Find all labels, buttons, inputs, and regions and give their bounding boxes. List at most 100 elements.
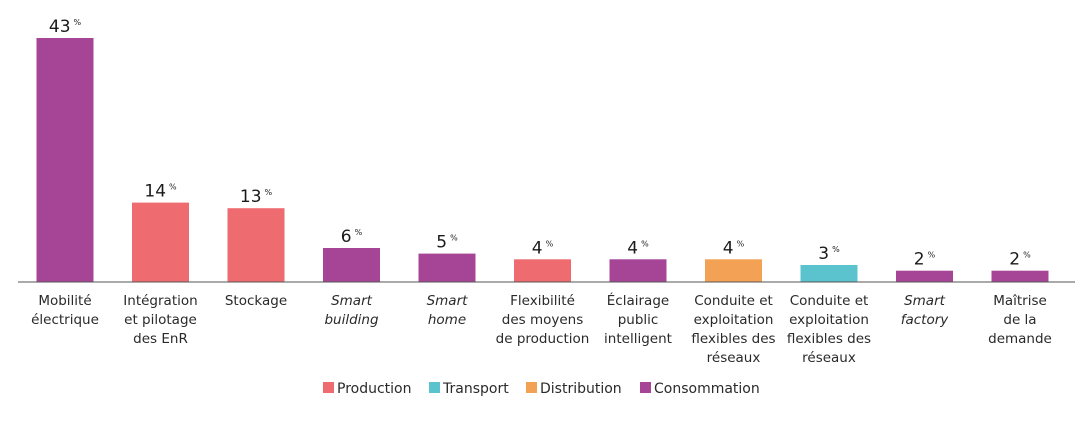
legend-label: Production: [337, 381, 411, 397]
legend-swatch: [429, 382, 440, 393]
category-label-line: intelligent: [604, 331, 672, 347]
bar-value-label: 13%: [240, 187, 273, 207]
bar-value-number: 5: [436, 233, 447, 253]
category-label: Smart factory: [901, 293, 950, 328]
bar-value-number: 6: [341, 227, 352, 247]
bar-value-number: 4: [723, 238, 734, 258]
legend-item-consommation: Consommation: [640, 381, 760, 397]
category-label-line: Smart: [331, 293, 373, 309]
legend-label: Distribution: [540, 381, 622, 397]
bar-value-label: 4%: [723, 238, 745, 258]
legend-label: Consommation: [654, 381, 760, 397]
bar-value-unit: %: [355, 228, 363, 237]
bar-2: [132, 202, 189, 282]
bar-value-unit: %: [450, 234, 458, 243]
bar-4: [323, 248, 380, 282]
category-label: Smart building: [324, 293, 379, 328]
category-label-line: Smart: [427, 293, 469, 309]
category-label: Conduite et exploitation flexibles des rése…: [787, 293, 871, 366]
legend-label: Transport: [442, 381, 509, 397]
category-label-line: Stockage: [225, 293, 287, 309]
category-label-line: de production: [496, 331, 590, 347]
bar-value-unit: %: [265, 188, 273, 197]
bar-9: [800, 265, 858, 282]
bar-5: [418, 253, 476, 282]
bar-value-unit: %: [169, 183, 177, 192]
category-label: Stockage: [225, 293, 287, 309]
legend: Production Transport Distribution Consommat…: [323, 381, 760, 397]
legend-item-production: Production: [323, 381, 411, 397]
bar-value-unit: %: [641, 239, 649, 248]
category-label-line: Conduite et: [694, 293, 773, 309]
category-label-line: Mobilité: [38, 293, 91, 309]
bar-value-label: 4%: [532, 238, 554, 258]
bar-value-label: 4%: [627, 238, 649, 258]
bar-value-unit: %: [737, 239, 745, 248]
bar-value-label: 5%: [436, 233, 458, 253]
category-label-line: factory: [901, 312, 950, 328]
bar-value-unit: %: [74, 18, 82, 27]
bar-value-number: 13: [240, 187, 262, 207]
legend-swatch: [323, 382, 334, 393]
bar-value-label: 2%: [1009, 250, 1031, 270]
bar-value-unit: %: [928, 251, 936, 260]
legend-item-transport: Transport: [429, 381, 509, 397]
legend-swatch: [526, 382, 537, 393]
bar-value-unit: %: [546, 239, 554, 248]
bar-value-label: 43%: [49, 17, 82, 37]
bar-7: [609, 259, 667, 282]
bar-value-label: 3%: [818, 244, 840, 264]
category-label-line: Smart: [904, 293, 946, 309]
category-label: Maîtrise de la demande: [988, 293, 1052, 347]
category-label-line: exploitation: [789, 312, 869, 328]
bar-3: [227, 208, 285, 282]
category-labels-group: Mobilité électrique Intégration et pilotage…: [31, 292, 1052, 366]
category-label-line: réseaux: [707, 350, 761, 366]
category-label-line: des moyens: [502, 312, 584, 328]
category-label-line: électrique: [31, 312, 99, 328]
bar-value-label: 14%: [144, 182, 177, 202]
category-label-line: Maîtrise: [993, 293, 1047, 309]
category-label-line: flexibles des: [691, 331, 775, 347]
bar-value-number: 43: [49, 17, 71, 37]
category-label-line: demande: [988, 331, 1052, 347]
category-label: Flexibilité des moyens de production: [496, 293, 590, 347]
bar-value-unit: %: [1023, 251, 1031, 260]
category-label-line: de la: [1003, 312, 1036, 328]
category-label: Mobilité électrique: [31, 293, 99, 328]
legend-item-distribution: Distribution: [526, 381, 622, 397]
bar-value-label: 2%: [914, 250, 936, 270]
category-label-line: Éclairage: [607, 292, 669, 309]
bar-6: [514, 259, 571, 282]
bar-value-number: 2: [914, 250, 925, 270]
bar-value-label: 6%: [341, 227, 363, 247]
bar-value-number: 4: [532, 238, 543, 258]
category-label-line: public: [618, 312, 659, 328]
category-label-line: exploitation: [694, 312, 774, 328]
category-label: Smart home: [427, 293, 469, 328]
bar-value-number: 2: [1009, 250, 1020, 270]
bar-value-number: 4: [627, 238, 638, 258]
bar-10: [896, 270, 953, 282]
bar-value-number: 3: [818, 244, 829, 264]
category-label-line: home: [428, 312, 466, 328]
legend-swatch: [640, 382, 651, 393]
bar-value-unit: %: [832, 245, 840, 254]
bar-11: [991, 270, 1049, 282]
bars-group: 43 %14 %13 %6 %5 %4% 4% 4 %3 %2% 2%: [36, 17, 1049, 282]
category-label: Intégration et pilotage des EnR: [123, 293, 197, 347]
category-label-line: réseaux: [802, 350, 856, 366]
category-label-line: et pilotage: [124, 312, 197, 328]
category-label-line: building: [324, 312, 379, 328]
category-label-line: Conduite et: [790, 293, 869, 309]
bar-1: [36, 38, 94, 282]
category-label-line: Flexibilité: [510, 293, 575, 309]
bar-value-number: 14: [144, 182, 166, 202]
category-label-line: des EnR: [133, 331, 188, 347]
category-label: Éclairage public intelligent: [604, 292, 672, 347]
bar-8: [705, 259, 762, 282]
category-label-line: Intégration: [123, 293, 197, 309]
category-label: Conduite et exploitation flexibles des rése…: [691, 293, 775, 366]
category-label-line: flexibles des: [787, 331, 871, 347]
